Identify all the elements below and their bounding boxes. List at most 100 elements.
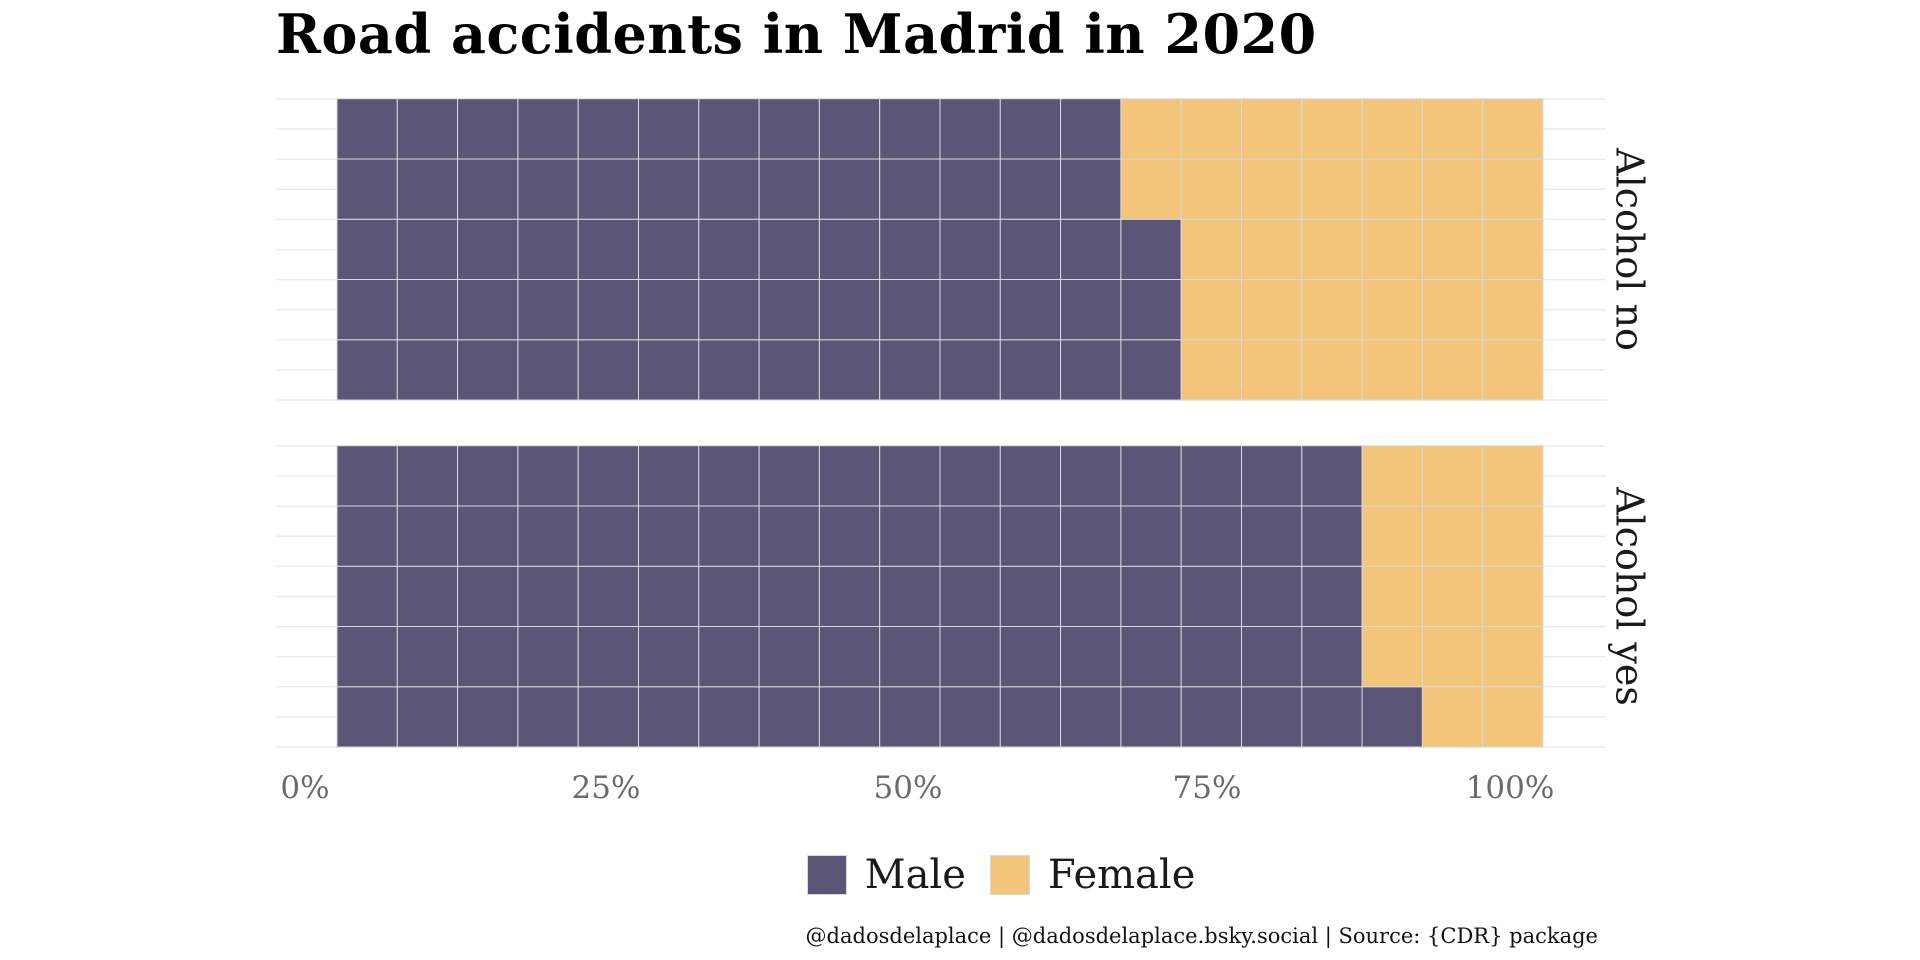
waffle-cell-male — [939, 505, 1001, 567]
waffle-cell-female — [1120, 158, 1182, 220]
waffle-cell-male — [457, 158, 519, 220]
waffle-cell-male — [879, 565, 941, 627]
waffle-cell-female — [1421, 686, 1484, 748]
waffle-cell-male — [517, 339, 579, 401]
x-tick-label: 100% — [1466, 770, 1555, 806]
waffle-cell-female — [1301, 339, 1363, 401]
waffle-cell-female — [1180, 218, 1242, 280]
waffle-cell-male — [1060, 98, 1122, 160]
legend: Male Female — [0, 852, 1920, 898]
waffle-cell-female — [1421, 158, 1484, 220]
waffle-cell-male — [1361, 686, 1423, 748]
waffle-cell-male — [999, 218, 1062, 280]
waffle-cell-male — [1180, 626, 1242, 688]
chart-title: Road accidents in Madrid in 2020 — [276, 2, 1317, 66]
waffle-cell-female — [1301, 158, 1363, 220]
waffle-cell-male — [879, 218, 941, 280]
waffle-cell-male — [638, 686, 700, 748]
waffle-cell-female — [1241, 158, 1303, 220]
waffle-cell-male — [818, 158, 881, 220]
waffle-cell-male — [999, 339, 1062, 401]
waffle-cell-male — [1120, 505, 1182, 567]
waffle-cell-male — [517, 98, 579, 160]
waffle-cell-female — [1120, 98, 1182, 160]
waffle-cell-male — [1301, 686, 1363, 748]
waffle-cell-male — [1241, 626, 1303, 688]
facet-strips: Alcohol no Alcohol yes — [1608, 147, 1652, 706]
waffle-cell-male — [457, 218, 519, 280]
waffle-cell-male — [457, 686, 519, 748]
waffle-cell-male — [758, 279, 820, 341]
waffle-cell-female — [1482, 98, 1544, 160]
waffle-cell-male — [336, 218, 398, 280]
waffle-cell-female — [1241, 279, 1303, 341]
waffle-cell-male — [577, 626, 640, 688]
waffle-cell-male — [758, 626, 820, 688]
waffle-cell-male — [336, 445, 398, 507]
waffle-cell-female — [1421, 98, 1484, 160]
waffle-cell-male — [999, 279, 1062, 341]
waffle-cell-male — [336, 505, 398, 567]
waffle-cell-female — [1482, 279, 1544, 341]
waffle-cell-male — [1241, 505, 1303, 567]
waffle-cell-male — [758, 218, 820, 280]
waffle-cell-male — [1060, 445, 1122, 507]
caption: @dadosdelaplace | @dadosdelaplace.bsky.s… — [805, 924, 1598, 948]
x-tick-label: 75% — [1173, 770, 1242, 806]
waffle-cell-male — [758, 158, 820, 220]
waffle-cell-female — [1482, 626, 1544, 688]
waffle-cell-male — [638, 218, 700, 280]
waffle-cell-male — [638, 626, 700, 688]
waffle-cell-male — [396, 279, 459, 341]
waffle-cell-female — [1421, 218, 1484, 280]
waffle-cell-male — [879, 98, 941, 160]
waffle-cell-male — [396, 98, 459, 160]
waffle-cell-female — [1482, 158, 1544, 220]
waffle-cell-female — [1421, 565, 1484, 627]
waffle-cell-male — [939, 218, 1001, 280]
waffle-cell-female — [1361, 445, 1423, 507]
waffle-cell-male — [457, 565, 519, 627]
waffle-cell-female — [1482, 565, 1544, 627]
waffle-cell-male — [517, 505, 579, 567]
waffle-cell-male — [336, 158, 398, 220]
waffle-cell-male — [698, 158, 760, 220]
waffle-cell-male — [1060, 565, 1122, 627]
waffle-cell-female — [1361, 626, 1423, 688]
waffle-cell-male — [1120, 445, 1182, 507]
waffle-cell-male — [818, 626, 881, 688]
waffle-cell-male — [698, 218, 760, 280]
waffle-cell-male — [1060, 339, 1122, 401]
waffle-cell-male — [457, 339, 519, 401]
legend-swatch-female — [989, 855, 1030, 895]
waffle-cell-male — [1120, 565, 1182, 627]
waffle-cell-male — [1120, 686, 1182, 748]
waffle-cell-male — [939, 279, 1001, 341]
waffle-cell-male — [396, 505, 459, 567]
waffle-cell-male — [638, 279, 700, 341]
waffle-cell-male — [758, 98, 820, 160]
waffle-cell-female — [1301, 279, 1363, 341]
waffle-cell-male — [999, 98, 1062, 160]
waffle-cell-male — [577, 218, 640, 280]
waffle-cell-female — [1361, 218, 1423, 280]
waffle-cell-male — [1180, 565, 1242, 627]
waffle-cell-male — [999, 158, 1062, 220]
waffle-cell-male — [577, 158, 640, 220]
waffle-cell-male — [517, 565, 579, 627]
waffle-cell-male — [758, 445, 820, 507]
waffle-cell-male — [517, 445, 579, 507]
waffle-cell-male — [1241, 565, 1303, 627]
x-tick-label: 0% — [280, 770, 329, 806]
waffle-cell-male — [1301, 505, 1363, 567]
legend-item-male: Male — [806, 852, 966, 898]
waffle-cell-male — [818, 218, 881, 280]
facet-label: Alcohol no — [1608, 147, 1652, 351]
waffle-cell-male — [638, 158, 700, 220]
waffle-cell-male — [1060, 686, 1122, 748]
waffle-cell-male — [638, 445, 700, 507]
waffle-cell-male — [698, 339, 760, 401]
waffle-cell-male — [517, 686, 579, 748]
waffle-cell-female — [1301, 218, 1363, 280]
